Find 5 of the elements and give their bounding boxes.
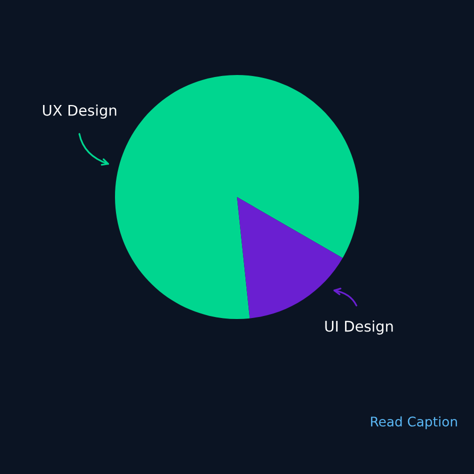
slice-label: UI Design (325, 320, 393, 335)
slice-label: UX Design (43, 104, 116, 119)
pie-slice (237, 197, 343, 318)
pie-slice (115, 75, 359, 319)
text: Read Caption (371, 416, 457, 430)
